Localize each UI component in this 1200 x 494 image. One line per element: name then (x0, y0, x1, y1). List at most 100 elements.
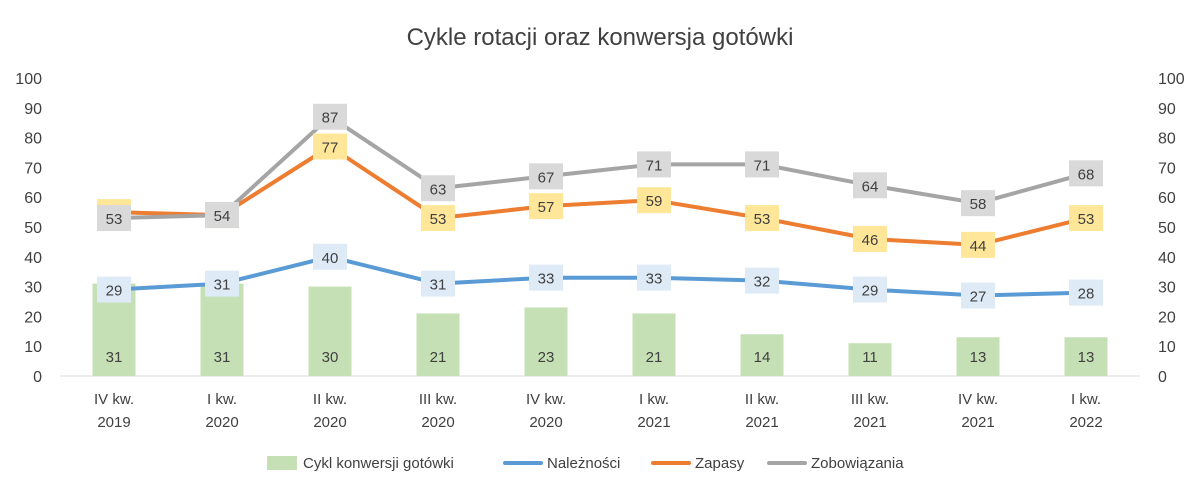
x-tick-label: IV kw. 2019 (94, 391, 134, 431)
data-label: 57 (538, 199, 555, 216)
data-label: 31 (430, 277, 447, 294)
data-label-box (637, 151, 671, 178)
bar (200, 283, 244, 376)
legend-label: Cykl konwersji gotówki (303, 455, 454, 472)
data-label: 33 (538, 271, 555, 288)
x-tick-label-line: 2022 (1069, 414, 1102, 431)
data-label-box (745, 267, 779, 294)
x-tick-label-line: IV kw. (958, 391, 998, 408)
x-tick-label-line: IV kw. (94, 391, 134, 408)
data-label-bar: 21 (430, 349, 447, 366)
data-label: 53 (430, 211, 447, 228)
x-tick-label: I kw. 2022 (1069, 391, 1102, 431)
bar (740, 334, 784, 376)
data-label: 68 (1078, 166, 1095, 183)
data-label: 40 (322, 250, 339, 267)
y-tick-label-right: 40 (1158, 250, 1176, 267)
data-label-box (529, 193, 563, 220)
x-tick-label-line: 2021 (961, 414, 994, 431)
data-label-box (97, 276, 131, 303)
data-label-box (961, 190, 995, 217)
data-label-bar: 11 (862, 349, 878, 366)
data-label: 71 (646, 157, 663, 174)
x-tick-label: II kw. 2020 (313, 391, 347, 431)
series-line (112, 254, 1088, 298)
x-tick-label-line: I kw. (1071, 391, 1101, 408)
y-tick-label-left: 10 (24, 339, 42, 356)
data-label: 33 (646, 271, 663, 288)
x-tick-label-line: II kw. (745, 391, 779, 408)
legend-label: Zapasy (695, 455, 745, 472)
data-label-bar: 23 (538, 349, 555, 366)
legend-label: Należności (547, 455, 620, 472)
x-tick-label-line: 2020 (421, 414, 454, 431)
bar (308, 286, 352, 376)
x-tick-label: IV kw. 2020 (526, 391, 566, 431)
data-label-box (853, 276, 887, 303)
data-label: 63 (430, 181, 447, 198)
y-tick-label-right: 80 (1158, 131, 1176, 148)
data-label: 71 (754, 157, 771, 174)
x-tick-label-line: 2021 (853, 414, 886, 431)
data-label: 53 (106, 211, 123, 228)
data-label-box (961, 231, 995, 258)
data-label: 67 (538, 169, 555, 186)
data-label-box (637, 187, 671, 214)
x-tick-label-line: 2021 (745, 414, 778, 431)
data-label: 31 (214, 277, 231, 294)
y-tick-label-left: 20 (24, 309, 42, 326)
x-tick-label: IV kw. 2021 (958, 391, 998, 431)
data-label: 54 (214, 208, 231, 225)
data-label-box (205, 270, 239, 297)
x-tick-label-line: 2020 (205, 414, 238, 431)
data-label: 29 (862, 283, 879, 300)
data-label-box (853, 225, 887, 252)
data-label-bar: 31 (106, 349, 123, 366)
x-tick-label-line: II kw. (313, 391, 347, 408)
bar (956, 337, 1000, 376)
legend-label: Zobowiązania (811, 455, 904, 472)
y-tick-label-left: 50 (24, 220, 42, 237)
x-tick-label: I kw. 2021 (637, 391, 670, 431)
data-label: 77 (322, 140, 339, 157)
data-label-box (637, 264, 671, 291)
data-label-box (529, 163, 563, 190)
x-tick-label-line: 2020 (529, 414, 562, 431)
y-tick-label-right: 70 (1158, 160, 1176, 177)
data-label-box (313, 103, 347, 130)
data-label-bar: 30 (322, 349, 339, 366)
legend: Cykl konwersji gotówki Należności Zapasy Zo… (267, 455, 904, 472)
data-label: 32 (754, 274, 771, 291)
data-label: 87 (322, 110, 339, 127)
y-tick-label-right: 100 (1158, 71, 1185, 88)
data-label-bar: 13 (1078, 349, 1095, 366)
data-label-box (1069, 205, 1103, 232)
data-label-box (421, 270, 455, 297)
line-series (112, 114, 1088, 298)
x-tick-label-line: 2019 (97, 414, 130, 431)
data-label: 28 (1078, 286, 1095, 303)
legend-swatch (267, 456, 297, 470)
y-tick-label-right: 60 (1158, 190, 1176, 207)
data-label-bar: 14 (754, 349, 771, 366)
data-label: 64 (862, 178, 879, 195)
bar (632, 313, 676, 376)
x-tick-label-line: IV kw. (526, 391, 566, 408)
data-label-box (97, 205, 131, 232)
x-tick-label: I kw. 2020 (205, 391, 238, 431)
data-label: 27 (970, 289, 987, 306)
y-tick-label-left: 100 (15, 71, 42, 88)
x-tick-label-line: III kw. (419, 391, 457, 408)
data-label-box (205, 202, 239, 229)
series-line (112, 144, 1088, 247)
data-label: 53 (1078, 211, 1095, 228)
y-tick-label-left: 90 (24, 101, 42, 118)
y-tick-label-right: 50 (1158, 220, 1176, 237)
data-label-box (853, 172, 887, 199)
data-label: 58 (970, 196, 987, 213)
x-tick-label-line: III kw. (851, 391, 889, 408)
series-line (112, 114, 1088, 221)
x-tick-label-line: I kw. (207, 391, 237, 408)
data-label-box (961, 282, 995, 309)
